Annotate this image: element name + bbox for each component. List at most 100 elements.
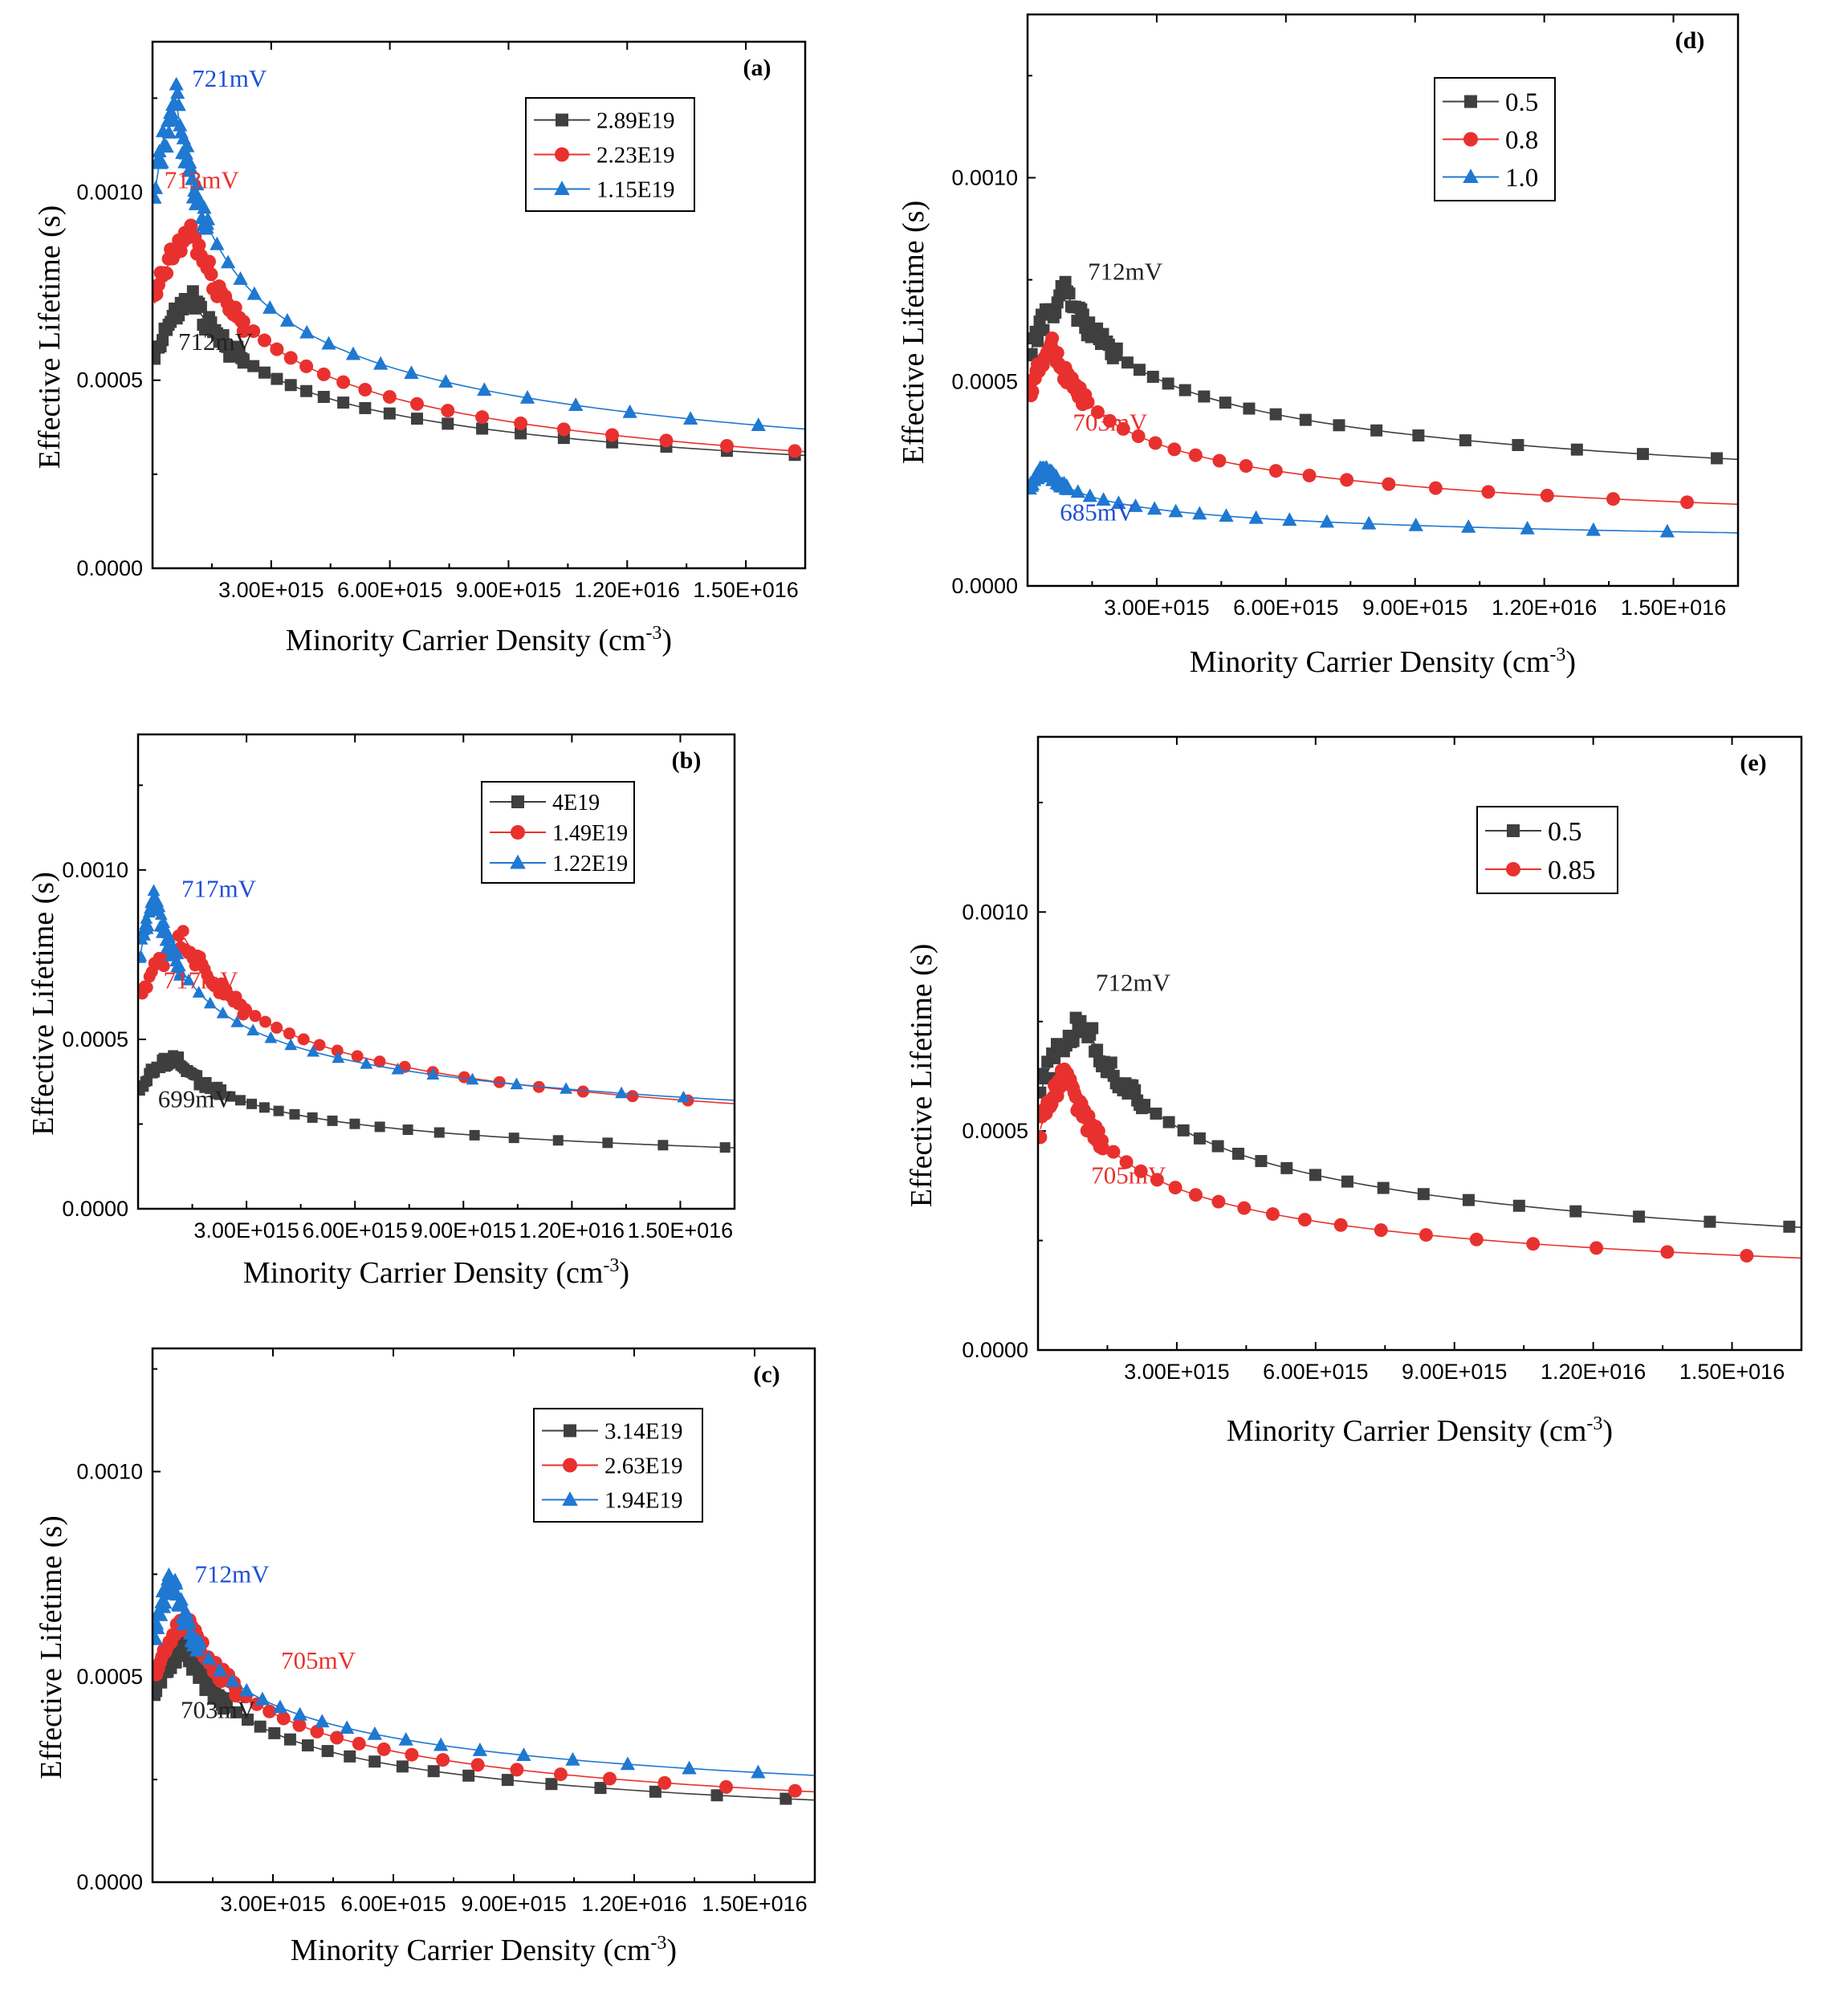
data-point	[340, 1720, 355, 1734]
data-point	[1074, 1015, 1087, 1027]
data-point	[216, 1087, 227, 1098]
data-point	[1660, 1245, 1675, 1259]
data-point	[373, 356, 389, 370]
data-point	[657, 1775, 672, 1790]
voltage-annotation: 712mV	[1096, 969, 1171, 997]
data-point	[313, 1039, 326, 1051]
data-point	[1028, 384, 1040, 399]
data-point	[317, 391, 330, 404]
legend-label: 0.5	[1505, 88, 1538, 117]
data-point	[246, 1098, 258, 1109]
legend-label: 1.0	[1505, 164, 1538, 193]
data-point	[565, 1751, 580, 1766]
data-point	[620, 1756, 636, 1771]
data-point	[405, 1747, 419, 1762]
data-point	[466, 1072, 479, 1085]
data-point	[1280, 1161, 1293, 1174]
data-point	[1526, 1237, 1541, 1251]
data-point	[1110, 348, 1123, 361]
data-point	[657, 1140, 669, 1151]
data-point	[1037, 323, 1050, 336]
x-tick-label: 6.00E+015	[337, 578, 442, 602]
data-point	[1239, 459, 1253, 474]
x-tick-label: 1.20E+016	[1541, 1360, 1646, 1384]
data-point	[1606, 492, 1621, 506]
data-point	[1147, 501, 1162, 515]
data-point	[1192, 506, 1207, 520]
data-point	[683, 411, 698, 425]
data-point	[1219, 508, 1234, 523]
data-point	[719, 1779, 734, 1794]
data-point	[719, 1142, 731, 1153]
data-point	[246, 324, 261, 339]
legend-marker	[563, 1458, 577, 1473]
data-point	[169, 76, 184, 91]
panel-e: 3.00E+015 6.00E+015 9.00E+015 1.20E+016 1.50…	[905, 735, 1803, 1448]
data-point	[1370, 424, 1383, 437]
data-point	[402, 1124, 413, 1136]
data-point	[1102, 413, 1117, 428]
data-point	[1133, 364, 1146, 376]
data-point	[1462, 1194, 1475, 1206]
data-point	[344, 1750, 356, 1763]
x-tick-label: 9.00E+015	[1402, 1360, 1507, 1384]
data-point	[242, 1714, 254, 1726]
data-point	[605, 428, 620, 442]
data-point	[560, 1082, 573, 1094]
data-point	[283, 351, 298, 365]
data-point	[1168, 1181, 1182, 1195]
data-point	[1590, 1241, 1604, 1255]
y-tick-label: 0.0010	[951, 165, 1018, 189]
data-point	[1540, 488, 1554, 502]
data-point	[271, 372, 283, 385]
legend-box	[1476, 806, 1618, 894]
data-point	[360, 1056, 373, 1069]
data-point	[246, 286, 263, 300]
data-point	[545, 1778, 558, 1791]
data-point	[279, 312, 295, 327]
data-point	[1188, 1188, 1203, 1202]
x-axis-title: Minority Carrier Density (cm-3)	[243, 1255, 629, 1290]
data-point	[204, 267, 218, 282]
data-point	[276, 1711, 291, 1726]
data-point	[138, 950, 148, 962]
legend-label: 2.23E19	[596, 143, 674, 169]
data-point	[382, 390, 397, 405]
legend-marker	[1463, 132, 1478, 147]
plot-area-b	[138, 884, 735, 1153]
legend-e: 0.5 0.85	[1476, 806, 1618, 894]
data-point	[441, 404, 455, 418]
data-point	[186, 285, 199, 298]
data-point	[173, 1051, 185, 1063]
panel-b: 3.00E+015 6.00E+015 9.00E+015 1.20E+016 1.50…	[26, 733, 736, 1290]
data-point	[377, 1742, 391, 1756]
x-tick-label: 1.50E+016	[628, 1218, 733, 1242]
voltage-annotation: 712mV	[1088, 258, 1163, 286]
data-point	[182, 155, 197, 169]
data-point	[351, 1050, 364, 1063]
y-tick-label: 0.0005	[62, 1027, 128, 1051]
data-point	[321, 1745, 334, 1758]
x-tick-label: 9.00E+015	[411, 1218, 516, 1242]
data-point	[1377, 1181, 1390, 1194]
data-point	[154, 908, 168, 920]
y-tick-label: 0.0000	[962, 1338, 1028, 1362]
data-point	[321, 336, 336, 350]
data-point	[153, 352, 161, 365]
voltage-annotation: 699mV	[158, 1084, 234, 1112]
data-point	[247, 360, 260, 372]
data-point	[199, 216, 215, 230]
data-point	[289, 1108, 300, 1120]
data-point	[246, 1023, 260, 1036]
data-point	[1333, 419, 1345, 432]
data-point	[1255, 1155, 1268, 1168]
data-point	[1038, 1086, 1047, 1099]
data-point	[442, 417, 454, 430]
plot-frame-c	[151, 1347, 816, 1884]
data-point	[552, 1135, 564, 1146]
data-point	[1129, 1084, 1142, 1096]
data-point	[192, 986, 206, 998]
data-point	[1340, 473, 1354, 487]
data-point	[154, 154, 169, 169]
x-tick-label: 6.00E+015	[1263, 1360, 1368, 1384]
